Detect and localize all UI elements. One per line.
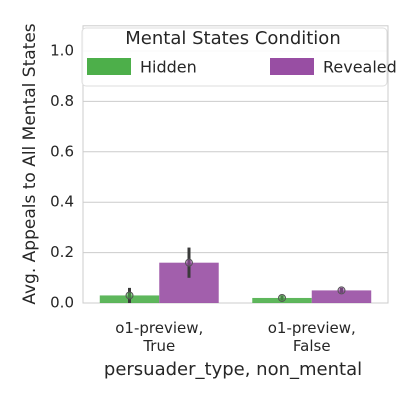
legend-label: Revealed <box>323 58 397 77</box>
y-tick-label: 0.6 <box>50 142 74 160</box>
legend-label: Hidden <box>140 58 197 77</box>
y-tick-label: 0.8 <box>50 92 74 110</box>
y-tick-label: 0.2 <box>50 243 74 261</box>
y-tick-label: 1.0 <box>50 42 74 60</box>
bar <box>311 290 372 303</box>
y-axis-label: Avg. Appeals to All Mental States <box>20 23 40 304</box>
x-tick-label: o1-preview, True <box>115 319 204 355</box>
mean-point <box>125 291 134 300</box>
legend-title: Mental States Condition <box>125 28 340 49</box>
legend-swatch <box>270 58 314 75</box>
x-tick-label: o1-preview, False <box>267 319 356 355</box>
x-axis-label: persuader_type, non_mental <box>104 359 362 380</box>
plot-frame <box>82 25 389 304</box>
legend-swatch <box>87 58 131 75</box>
mean-point <box>278 293 287 302</box>
y-tick-label: 0.4 <box>50 193 74 211</box>
mean-point <box>184 258 193 267</box>
y-tick-label: 0.0 <box>50 294 74 312</box>
mean-point <box>337 286 346 295</box>
